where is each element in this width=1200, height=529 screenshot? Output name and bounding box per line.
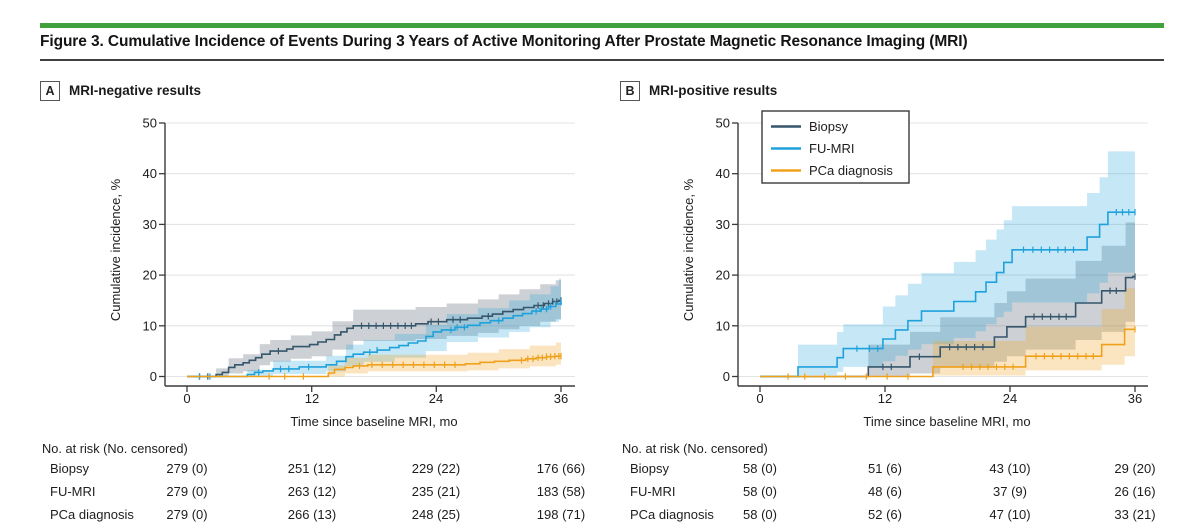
y-tick-label: 50 (716, 116, 730, 131)
risk-value: 58 (0) (743, 461, 777, 476)
risk-value: 48 (6) (868, 484, 902, 499)
risk-value: 248 (25) (412, 507, 460, 522)
risk-value: 33 (21) (1114, 507, 1155, 522)
ci-bands-b (798, 151, 1135, 377)
panel-b-title: MRI-positive results (649, 83, 778, 98)
x-axis-title: Time since baseline MRI, mo (290, 414, 457, 429)
ci-band (932, 288, 1135, 377)
y-tick-label: 40 (716, 166, 730, 181)
y-tick-label: 0 (723, 369, 730, 384)
panel-a-badge: A (40, 80, 60, 101)
risk-value: 251 (12) (288, 461, 336, 476)
risk-value: 52 (6) (868, 507, 902, 522)
y-tick-label: 40 (143, 166, 157, 181)
km-curve (187, 302, 562, 378)
risk-row-label: Biopsy (50, 461, 90, 476)
ci-band (247, 278, 562, 377)
chart-panel-a: 0 10 20 30 40 50 0 12 24 36 Time since b… (42, 116, 585, 523)
y-tick-label: 50 (143, 116, 157, 131)
y-tick-label: 10 (716, 318, 730, 333)
ci-band (868, 222, 1135, 377)
x-tick-label: 36 (1128, 391, 1142, 406)
risk-row-label: PCa diagnosis (50, 507, 134, 522)
legend-label-pca: PCa diagnosis (809, 163, 893, 178)
risk-value: 29 (20) (1114, 461, 1155, 476)
km-curve (187, 355, 561, 378)
risk-value: 229 (22) (412, 461, 460, 476)
risk-value: 58 (0) (743, 507, 777, 522)
risk-value: 51 (6) (868, 461, 902, 476)
risk-value: 279 (0) (166, 461, 207, 476)
km-curve (760, 328, 1135, 378)
x-tick-label: 0 (756, 391, 763, 406)
x-tick-label: 24 (1003, 391, 1017, 406)
km-curve (760, 211, 1135, 378)
panel-b-badge: B (620, 80, 640, 101)
axes-b (732, 122, 1148, 392)
risk-row-label: PCa diagnosis (630, 507, 714, 522)
y-axis-title: Cumulative incidence, % (681, 178, 696, 321)
x-tick-label: 36 (554, 391, 568, 406)
y-tick-label: 10 (143, 318, 157, 333)
x-tick-label: 12 (305, 391, 319, 406)
risk-value: 198 (71) (537, 507, 585, 522)
ci-bands-a (216, 278, 562, 377)
y-tick-label: 0 (150, 369, 157, 384)
legend-label-fu-mri: FU-MRI (809, 141, 855, 156)
risk-table-header: No. at risk (No. censored) (622, 441, 768, 456)
risk-value: 279 (0) (166, 484, 207, 499)
title-accent-bar (40, 23, 1164, 28)
risk-value: 263 (12) (288, 484, 336, 499)
panel-a-title: MRI-negative results (69, 83, 202, 98)
y-tick-label: 20 (143, 268, 157, 283)
step-curves-b (760, 209, 1136, 380)
step-curves-a (187, 297, 562, 380)
axes-a (159, 122, 575, 392)
ci-band (328, 342, 561, 377)
x-tick-label: 0 (183, 391, 190, 406)
km-curve (187, 299, 561, 378)
risk-value: 235 (21) (412, 484, 460, 499)
risk-value: 183 (58) (537, 484, 585, 499)
y-tick-label: 20 (716, 268, 730, 283)
risk-row-label: FU-MRI (630, 484, 676, 499)
legend: Biopsy FU-MRI PCa diagnosis (761, 110, 910, 184)
legend-label-biopsy: Biopsy (809, 119, 849, 134)
x-axis-title: Time since baseline MRI, mo (863, 414, 1030, 429)
title-rule (40, 59, 1164, 61)
x-tick-label: 12 (878, 391, 892, 406)
y-tick-label: 30 (716, 217, 730, 232)
panel-a-header: A MRI-negative results (40, 80, 201, 101)
risk-value: 58 (0) (743, 484, 777, 499)
ci-band (216, 280, 561, 377)
chart-panel-b: 0 10 20 30 40 50 0 12 24 36 Time since b… (622, 110, 1156, 522)
ci-band (798, 151, 1135, 377)
risk-row-label: FU-MRI (50, 484, 96, 499)
risk-value: 47 (10) (989, 507, 1030, 522)
risk-value: 43 (10) (989, 461, 1030, 476)
y-axis-title: Cumulative incidence, % (108, 178, 123, 321)
risk-table-header: No. at risk (No. censored) (42, 441, 188, 456)
risk-value: 279 (0) (166, 507, 207, 522)
risk-value: 26 (16) (1114, 484, 1155, 499)
x-tick-label: 24 (429, 391, 443, 406)
y-tick-label: 30 (143, 217, 157, 232)
figure-title: Figure 3. Cumulative Incidence of Events… (40, 33, 968, 50)
risk-value: 266 (13) (288, 507, 336, 522)
panel-b-header: B MRI-positive results (620, 80, 777, 101)
risk-row-label: Biopsy (630, 461, 670, 476)
risk-value: 37 (9) (993, 484, 1027, 499)
risk-value: 176 (66) (537, 461, 585, 476)
km-curve (760, 275, 1135, 378)
